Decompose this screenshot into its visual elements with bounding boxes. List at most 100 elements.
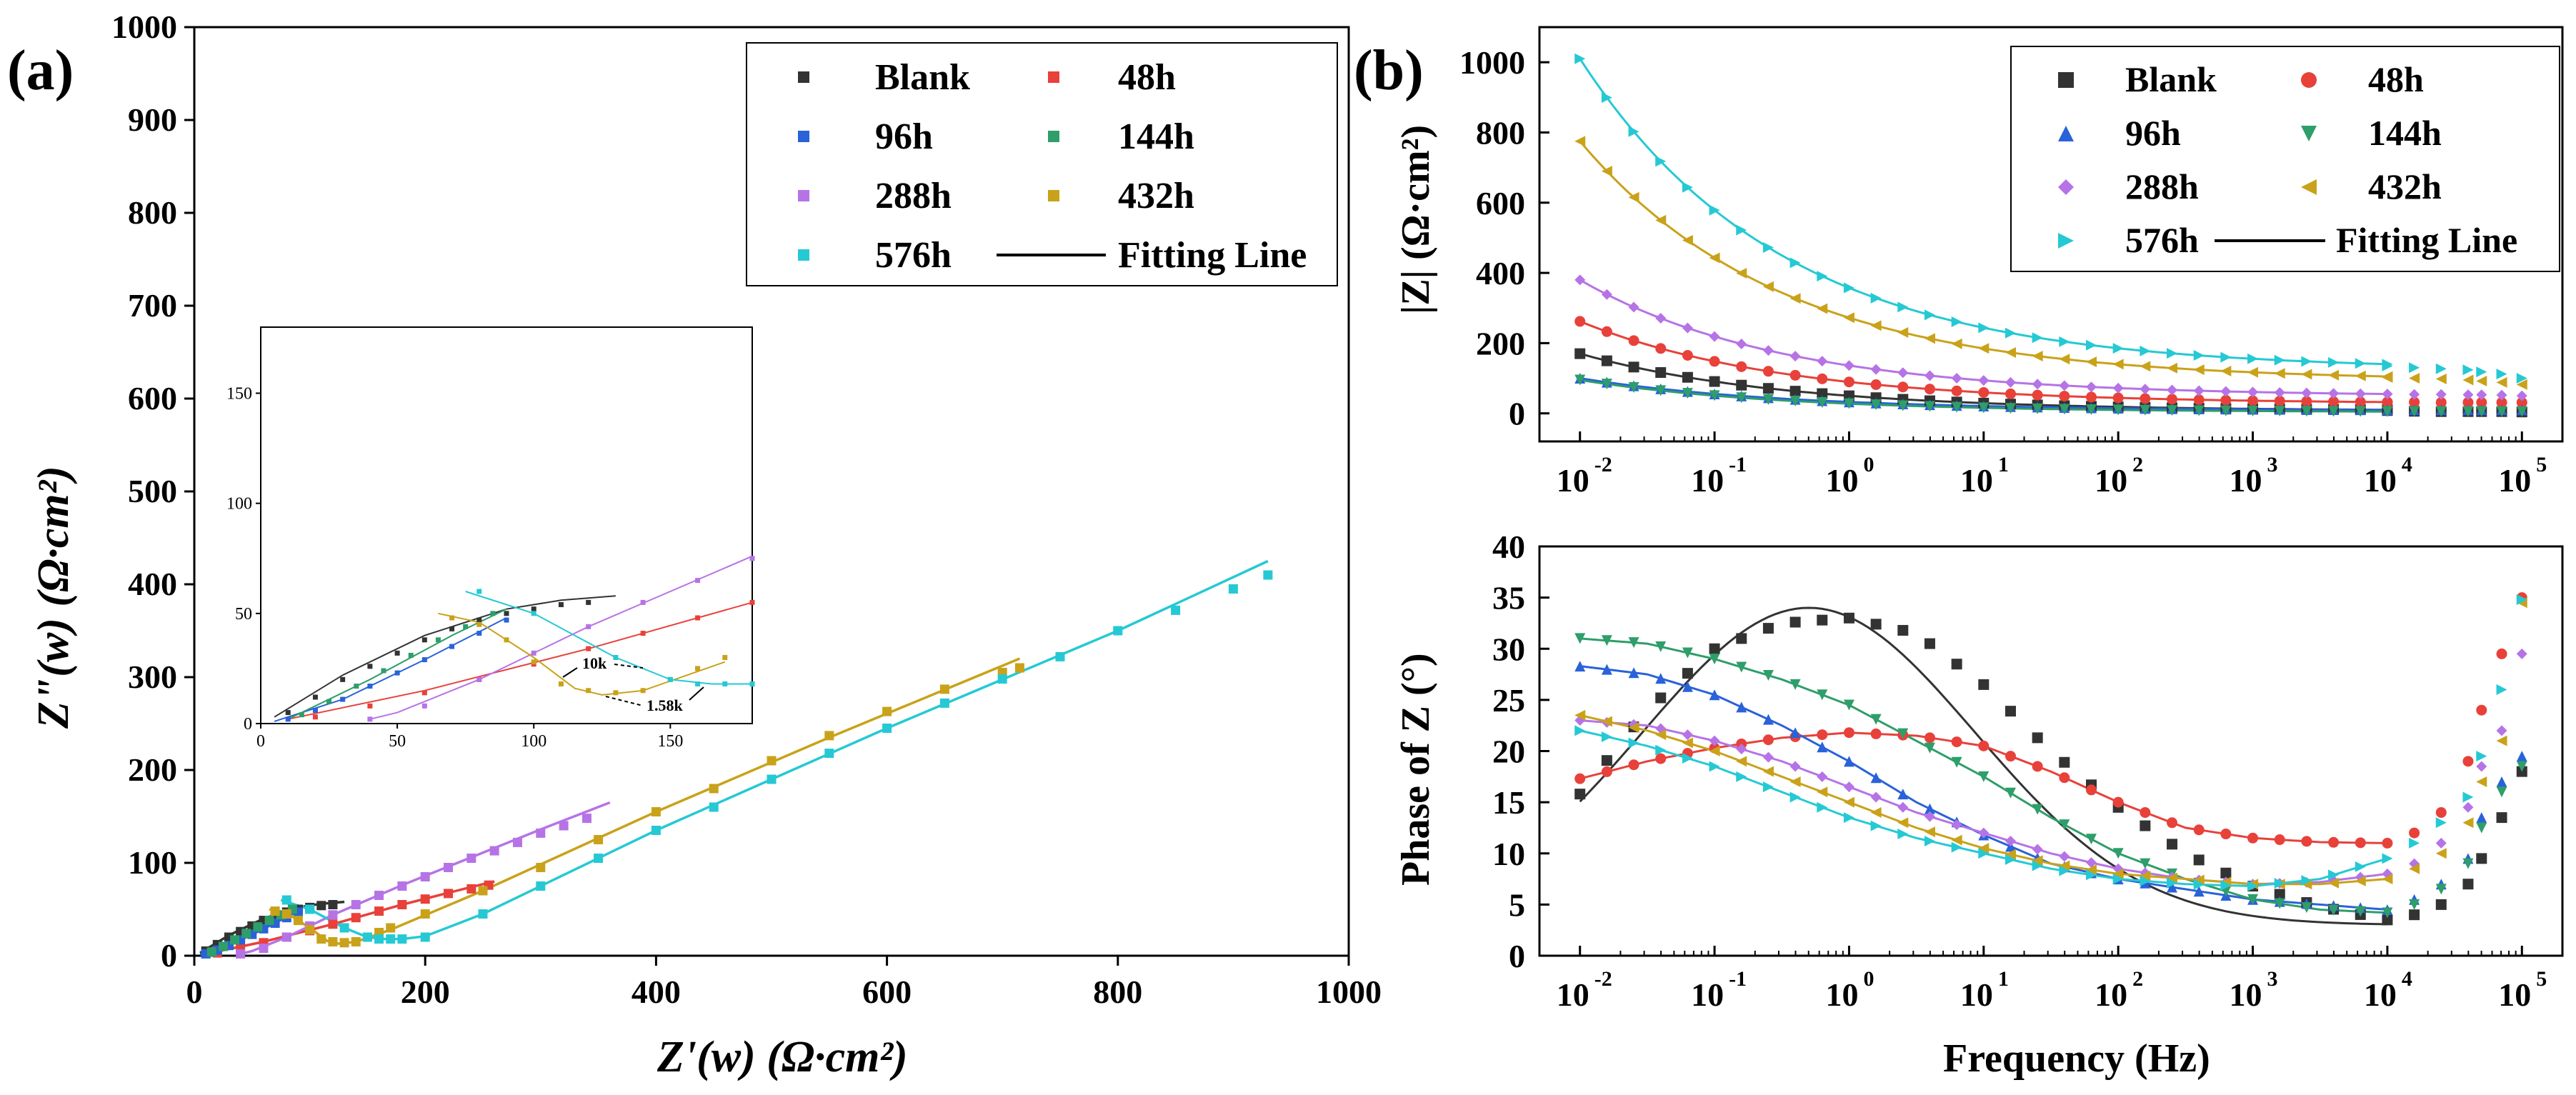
b-top-point-144h: [1897, 400, 1909, 411]
b-bottom-point-288h: [2032, 844, 2043, 855]
b-bottom-point-288h: [1709, 735, 1720, 746]
legend-a-marker-48h: [1048, 71, 1059, 83]
b-bottom-point-432h: [1978, 843, 1990, 854]
b-top-point-432h: [1951, 338, 1962, 349]
b-bottom-point-96h: [2516, 751, 2527, 762]
b-top-x-tick-exp--1: -1: [1729, 453, 1747, 476]
b-bottom-point-144h: [1709, 654, 1720, 665]
legend-b-label-144h: 144h: [2368, 113, 2442, 153]
b-top-point-144h: [2301, 406, 2312, 417]
b-bottom-x-tick-label-5: 10: [2498, 976, 2531, 1013]
inset-point-48h: [695, 615, 701, 621]
b-bottom-point-48h: [1951, 736, 1962, 748]
b-top-point-576h: [2435, 363, 2447, 374]
b-top-point-288h: [2274, 387, 2285, 399]
b-top-point-48h: [2059, 391, 2070, 402]
point-a-48h: [397, 900, 407, 909]
b-bottom-point-288h: [1870, 791, 1882, 803]
b-bottom-point-288h: [1762, 751, 1774, 763]
b-bottom-x-tick-exp-5: 5: [2536, 967, 2547, 991]
b-top-point-288h: [1789, 351, 1801, 362]
legend-b-label-48h: 48h: [2368, 59, 2424, 99]
inset-point-blank: [340, 676, 346, 682]
b-top-point-432h: [2167, 362, 2178, 374]
inset-point-96h: [476, 631, 482, 636]
b-bottom-point-blank: [2059, 756, 2070, 768]
b-top-point-288h: [2247, 386, 2259, 398]
legend-a-marker-96h: [798, 131, 809, 142]
b-bottom-point-288h: [2086, 857, 2097, 869]
b-bottom-point-432h: [1817, 786, 1828, 798]
b-bottom-point-432h: [1897, 817, 1909, 829]
legend-b-marker-48h: [2301, 72, 2317, 88]
y-tick-label-0: 0: [161, 937, 177, 974]
b-bottom-point-144h: [2247, 894, 2259, 905]
fit-line-a-576h: [280, 559, 1269, 941]
b-bottom-point-576h: [2301, 875, 2312, 886]
b-bottom-point-144h: [2462, 858, 2474, 869]
b-top-x-tick-label-0: 10: [1825, 462, 1858, 499]
b-bottom-point-576h: [2005, 854, 2016, 865]
point-a-144h: [264, 916, 274, 926]
point-a-432h: [882, 706, 892, 716]
b-bottom-point-48h: [1655, 753, 1667, 764]
b-top-x-tick-exp-5: 5: [2536, 453, 2547, 476]
point-a-288h: [259, 944, 269, 954]
legend-b-marker-blank: [2058, 72, 2074, 88]
b-bottom-point-48h: [2032, 761, 2043, 772]
b-top-point-576h: [2032, 332, 2043, 344]
b-bottom-point-432h: [2476, 776, 2487, 787]
b-bottom-point-48h: [2328, 836, 2340, 848]
b-bottom-point-576h: [2516, 594, 2527, 605]
inset-point-96h: [367, 684, 373, 689]
b-bottom-point-blank: [1789, 616, 1801, 628]
inset-point-288h: [476, 676, 482, 682]
b-top-point-48h: [2382, 396, 2393, 408]
inset-annotation-10k: 10k: [582, 654, 607, 672]
panel-b-top-frame: [1538, 26, 2564, 443]
b-bottom-point-blank: [1574, 789, 1586, 800]
b-top-point-144h: [1817, 396, 1828, 408]
b-top-point-48h: [2193, 394, 2205, 406]
legend-b-label-blank: Blank: [2125, 59, 2217, 99]
b-bottom-point-576h: [2167, 877, 2178, 889]
b-top-point-blank: [1628, 361, 1639, 373]
b-bottom-point-576h: [2496, 684, 2507, 696]
b-bottom-y-tick-label-15: 15: [1492, 784, 1525, 821]
x-tick-label-400: 400: [631, 974, 681, 1010]
panel-b-bottom-x-ticks: 10 -2 10 -1 10 0 10 1 10 2 10 3 10 4 10 5: [1557, 946, 2547, 1013]
b-bottom-point-48h: [2167, 817, 2178, 829]
b-bottom-point-96h: [2167, 881, 2178, 893]
inset-point-blank: [531, 606, 536, 612]
b-top-point-144h: [2355, 406, 2366, 417]
y-tick-label-1000: 1000: [111, 9, 177, 45]
b-top-point-432h: [2220, 366, 2232, 377]
b-bottom-point-blank: [2496, 812, 2507, 824]
legend-b-marker-96h: [2058, 126, 2074, 141]
b-bottom-point-288h: [1843, 781, 1854, 793]
b-bottom-point-96h: [2193, 886, 2205, 897]
b-top-y-tick-label-800: 800: [1476, 114, 1525, 151]
panel-a-legend-box: [746, 42, 1338, 286]
point-a-blank: [328, 900, 338, 909]
panel-a-legend: Blank 48h 96h 144h 288h 432h 576h Fittin…: [746, 42, 1338, 286]
legend-b-label-96h: 96h: [2125, 113, 2181, 153]
b-top-point-576h: [1897, 301, 1909, 313]
b-bottom-point-96h: [1628, 667, 1639, 679]
b-bottom-point-144h: [1789, 679, 1801, 690]
inset-point-96h: [285, 716, 291, 722]
b-bottom-point-blank: [2462, 879, 2474, 890]
b-bottom-point-48h: [2382, 837, 2393, 849]
legend-a-marker-144h: [1048, 131, 1059, 142]
b-bottom-point-288h: [2059, 851, 2070, 862]
b-bottom-x-tick-exp-1: 1: [1998, 967, 2009, 991]
b-bottom-point-144h: [2328, 904, 2340, 916]
b-bottom-point-blank: [1736, 633, 1747, 644]
b-top-point-48h: [1709, 356, 1720, 367]
b-top-point-432h: [1574, 136, 1586, 147]
inset-point-blank: [586, 599, 591, 605]
inset-point-96h: [340, 696, 346, 702]
point-a-48h: [420, 894, 430, 904]
b-bottom-point-96h: [1655, 673, 1667, 684]
b-top-point-432h: [2328, 369, 2340, 381]
